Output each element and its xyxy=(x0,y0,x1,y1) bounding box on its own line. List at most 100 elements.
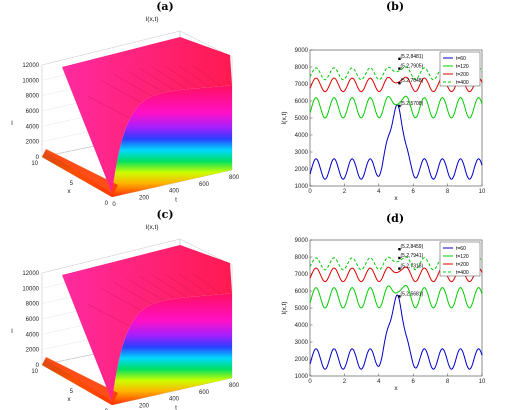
y-tick-label: 5000 xyxy=(295,116,309,122)
legend-box xyxy=(439,241,481,277)
surface-ripple xyxy=(100,80,142,103)
legend-entry: t=120 xyxy=(456,64,469,70)
y-tick-label: 9000 xyxy=(295,238,309,244)
surface-edge xyxy=(42,357,118,405)
z-tick-label: 6000 xyxy=(26,109,40,115)
z-tick-label: 8000 xyxy=(26,302,40,308)
surface-ripple xyxy=(113,74,153,97)
panel-b-line-chart: (b) 1000 2000 3000 4000 5000 6000 7000 8000 9000 0… xyxy=(281,0,486,202)
x-tick-label: 8 xyxy=(446,379,450,385)
y-tick-label: 3000 xyxy=(295,150,309,156)
y-tick-label: 6000 xyxy=(295,289,309,295)
surface-plateau xyxy=(62,37,232,194)
y-tick-label: 8000 xyxy=(295,255,309,261)
panel-label: (c) xyxy=(156,208,173,221)
series-line xyxy=(309,266,483,283)
panel-title: I(x,t) xyxy=(146,16,159,23)
surface-front-face xyxy=(42,85,232,197)
annotation-label: (5.2,7048) xyxy=(400,78,423,84)
surface-ripple xyxy=(100,288,142,311)
surface-ripple xyxy=(87,304,131,327)
surface-ripple xyxy=(139,68,176,91)
t-axis-label: t xyxy=(175,405,177,410)
x-tick-label: 8 xyxy=(446,189,450,195)
z-axis-label: I xyxy=(11,328,13,335)
t-tick-label: 800 xyxy=(229,175,240,181)
t-tick-label: 600 xyxy=(199,182,210,188)
annotation-marker xyxy=(398,247,401,251)
y-tick-label: 2000 xyxy=(295,167,309,173)
surface-ripple xyxy=(178,65,210,88)
x-axis-label: x xyxy=(67,188,71,195)
legend-entry: t=400 xyxy=(456,80,469,86)
y-tick-label: 9000 xyxy=(295,48,309,54)
legend-entry: t=200 xyxy=(456,262,469,268)
annotation-marker xyxy=(398,67,401,70)
panel-d-line-chart: (d) 1000 2000 3000 4000 5000 6000 7000 8000 9000 0… xyxy=(281,212,486,392)
x-tick-label: 6 xyxy=(412,379,416,385)
annotation-marker xyxy=(398,267,401,270)
surface-ripple xyxy=(113,282,153,305)
z-tick-label: 10000 xyxy=(22,286,39,292)
annotation-label: (5.2,7318) xyxy=(400,264,423,270)
panel-label: (b) xyxy=(386,0,404,13)
legend-entry: t=60 xyxy=(456,246,466,252)
y-tick-label: 4000 xyxy=(295,133,309,139)
annotation-label: (5.2,7905) xyxy=(400,64,423,70)
z-tick-label: 0 xyxy=(36,363,40,369)
legend-entry: t=200 xyxy=(456,72,469,78)
panel-label: (a) xyxy=(156,0,174,13)
panel-c-surface-plot: (c) I(x,t) 02000400060008000100001200005… xyxy=(11,208,240,410)
z-tick-label: 2000 xyxy=(26,348,40,354)
surface-ripple xyxy=(191,272,222,295)
annotation-marker xyxy=(398,81,401,85)
z-tick-label: 12000 xyxy=(22,271,39,277)
surface-ripple xyxy=(152,275,188,298)
panel-label: (d) xyxy=(386,212,404,225)
surface-edge xyxy=(42,149,118,197)
surface-ripple xyxy=(139,276,176,299)
z-tick-label: 2000 xyxy=(26,140,40,146)
annotation-label: (5.2,5681) xyxy=(400,291,423,297)
x-tick-label: 5 xyxy=(70,389,74,395)
x-tick-label: 4 xyxy=(377,379,381,385)
z-tick-label: 10000 xyxy=(22,78,39,84)
y-tick-label: 1000 xyxy=(295,374,309,380)
x-tick-label: 0 xyxy=(308,189,312,195)
surface-ripple xyxy=(126,70,165,93)
series-line xyxy=(309,104,483,180)
surface-ripple xyxy=(87,96,131,119)
x-tick-label: 4 xyxy=(377,189,381,195)
series-line xyxy=(309,294,483,370)
t-tick-label: 800 xyxy=(229,383,240,389)
x-tick-label: 0 xyxy=(308,379,312,385)
x-axis-label: x xyxy=(67,396,71,403)
y-tick-label: 5000 xyxy=(295,306,309,312)
x-tick-label: 5 xyxy=(70,181,74,187)
z-tick-label: 6000 xyxy=(26,317,40,323)
legend-entry: t=60 xyxy=(456,56,466,62)
y-tick-label: 8000 xyxy=(295,65,309,71)
z-tick-label: 4000 xyxy=(26,124,40,130)
y-tick-label: 7000 xyxy=(295,82,309,88)
y-tick-label: 4000 xyxy=(295,323,309,329)
series-line xyxy=(309,95,483,119)
annotation-label: (5.2,8481) xyxy=(400,54,423,60)
series-line xyxy=(309,76,483,93)
legend-entry: t=400 xyxy=(456,270,469,276)
x-tick-label: 10 xyxy=(31,369,38,375)
x-tick-label: 2 xyxy=(343,189,347,195)
panel-a-surface-plot: (a) I(x,t) 02000400060008000100001200005… xyxy=(11,0,240,208)
x-tick-label: 6 xyxy=(412,189,416,195)
y-axis-label: I(x,t) xyxy=(281,302,288,315)
surface-ripple xyxy=(126,278,165,301)
annotation-label: (5.2,8459) xyxy=(400,244,423,250)
annotation-label: (5.2,7941) xyxy=(400,253,423,259)
series-line xyxy=(309,284,483,309)
y-tick-label: 1000 xyxy=(295,184,309,190)
x-axis-label: x xyxy=(394,195,398,202)
legend-entry: t=120 xyxy=(456,254,469,260)
y-tick-label: 2000 xyxy=(295,357,309,363)
y-axis-label: I(x,t) xyxy=(281,112,288,125)
